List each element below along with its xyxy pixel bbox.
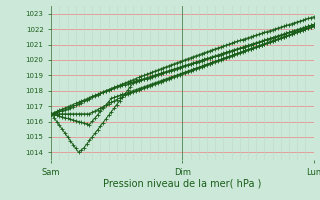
X-axis label: Pression niveau de la mer( hPa ): Pression niveau de la mer( hPa ) <box>103 178 261 188</box>
